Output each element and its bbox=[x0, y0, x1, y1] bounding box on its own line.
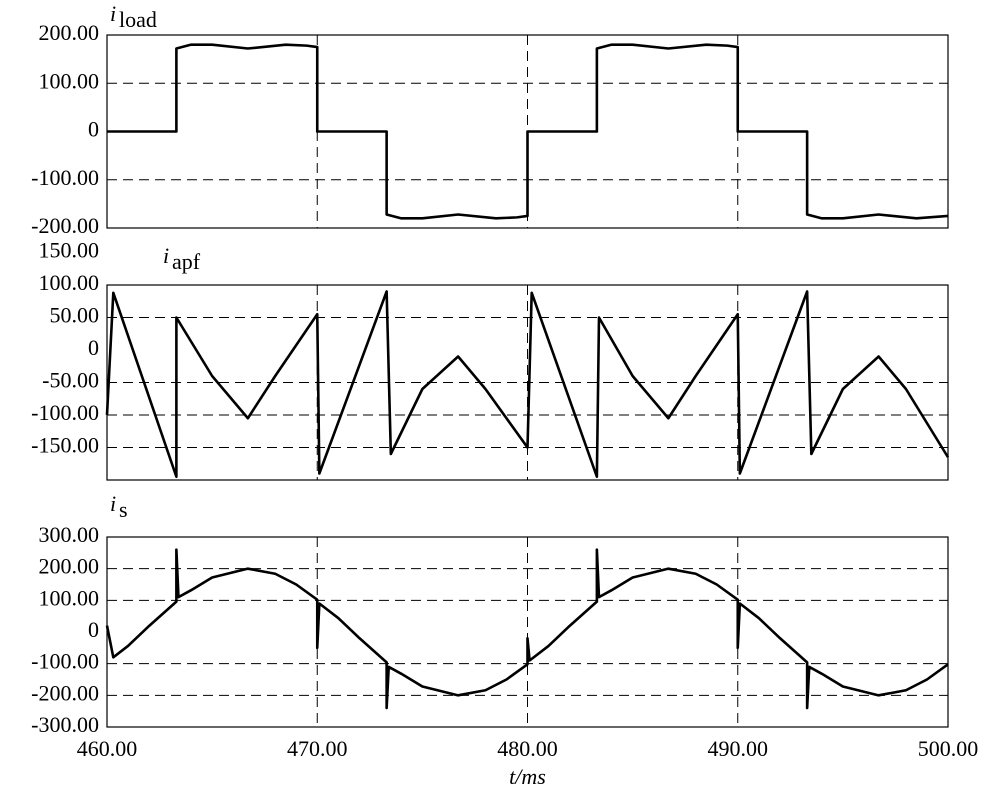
y-axis-label-sub: s bbox=[119, 497, 128, 522]
y-axis-label: i bbox=[163, 243, 169, 268]
y-tick-label: 0 bbox=[88, 617, 99, 642]
x-tick-label: 480.00 bbox=[497, 736, 558, 761]
y-tick-label: -100.00 bbox=[31, 400, 99, 425]
y-tick-label: 50.00 bbox=[50, 303, 100, 328]
x-tick-label: 460.00 bbox=[77, 736, 138, 761]
y-tick-label: -50.00 bbox=[42, 368, 99, 393]
y-tick-label: 100.00 bbox=[39, 68, 100, 93]
y-tick-label: 100.00 bbox=[39, 270, 100, 295]
y-axis-label-sub: load bbox=[119, 7, 157, 32]
data-line bbox=[107, 43, 949, 220]
x-tick-label: 490.00 bbox=[708, 736, 769, 761]
y-tick-label: -100.00 bbox=[31, 649, 99, 674]
x-tick-label: 470.00 bbox=[287, 736, 348, 761]
y-tick-label: 0 bbox=[88, 117, 99, 142]
y-tick-label: -200.00 bbox=[31, 680, 99, 705]
y-tick-label: 100.00 bbox=[39, 585, 100, 610]
y-tick-label: 150.00 bbox=[39, 238, 100, 263]
data-line bbox=[105, 290, 950, 479]
x-tick-label: 500.00 bbox=[918, 736, 979, 761]
y-axis-label-sub: apf bbox=[172, 249, 201, 274]
y-tick-label: 200.00 bbox=[39, 20, 100, 45]
y-tick-label: -100.00 bbox=[31, 165, 99, 190]
y-tick-label: 0 bbox=[88, 335, 99, 360]
y-axis-label: i bbox=[110, 491, 116, 516]
x-axis-label: t/ms bbox=[509, 764, 546, 789]
y-axis-label: i bbox=[110, 1, 116, 26]
data-line bbox=[105, 548, 949, 710]
y-tick-label: 300.00 bbox=[39, 522, 100, 547]
y-tick-label: -300.00 bbox=[31, 712, 99, 737]
y-tick-label: 200.00 bbox=[39, 554, 100, 579]
y-tick-label: -200.00 bbox=[31, 213, 99, 238]
y-tick-label: -150.00 bbox=[31, 433, 99, 458]
